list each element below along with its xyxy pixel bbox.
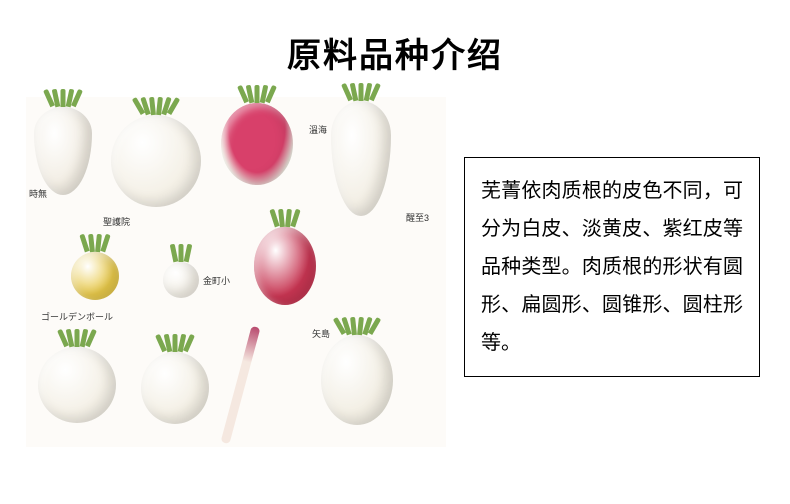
turnip-v9 — [141, 352, 209, 424]
turnip-label: 聖護院 — [103, 215, 130, 228]
turnip-v2: 聖護院 — [111, 115, 201, 207]
turnip-v5: ゴールデンボール — [71, 252, 119, 300]
leaves-icon — [241, 85, 274, 103]
turnip-label: 醒至3 — [406, 211, 429, 224]
turnip-v3: 溫海 — [221, 103, 293, 185]
leaves-icon — [272, 209, 298, 227]
turnip-label: 金町小 — [203, 274, 230, 287]
page-title: 原料品种介绍 — [0, 0, 790, 77]
leaves-icon — [337, 317, 377, 335]
turnip-illustration: 時無聖護院溫海醒至3ゴールデンボール金町小矢島 — [26, 97, 446, 447]
content-row: 時無聖護院溫海醒至3ゴールデンボール金町小矢島 芜菁依肉质根的皮色不同，可分为白… — [0, 77, 790, 447]
turnip-v10 — [321, 335, 393, 425]
turnip-v1: 時無 — [34, 107, 92, 195]
turnip-v8 — [38, 347, 116, 423]
turnip-label: ゴールデンボール — [41, 310, 113, 323]
turnip-label: 溫海 — [309, 123, 327, 136]
leaves-icon — [172, 244, 191, 262]
description-box: 芜菁依肉质根的皮色不同，可分为白皮、淡黄皮、紫红皮等品种类型。肉质根的形状有圆形… — [464, 157, 760, 377]
turnip-v4: 醒至3 — [331, 101, 391, 216]
leaves-icon — [159, 334, 192, 352]
leaves-icon — [61, 329, 94, 347]
leaves-icon — [136, 97, 176, 115]
radish-stick — [221, 326, 261, 444]
leaves-icon — [47, 89, 80, 107]
turnip-v6: 金町小 — [163, 262, 199, 298]
turnip-v7: 矢島 — [254, 227, 316, 305]
turnip-label: 時無 — [29, 187, 47, 200]
leaves-icon — [345, 83, 378, 101]
leaves-icon — [82, 234, 108, 252]
